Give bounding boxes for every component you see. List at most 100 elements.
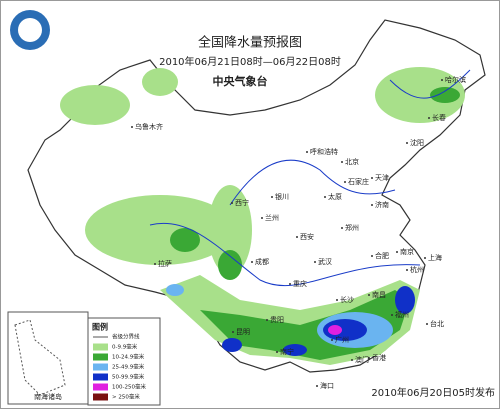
city-label: 拉萨 [158,259,172,268]
legend-label: 100-250毫米 [112,383,146,391]
period: 2010年06月21日08时—06月22日08时 [159,55,341,68]
rain-heavy [166,284,184,296]
city-label: 广州 [335,335,349,344]
city-label: 郑州 [345,224,359,232]
legend: 图例 省级分界线 0-9.9毫米 10-24.9毫米 25-49.9毫米 50-99.… [87,317,161,406]
city-dot [368,357,370,359]
rain-moderate [430,87,460,103]
city-label: 北京 [345,157,359,166]
legend-swatch [93,393,108,401]
city-label: 南昌 [372,290,386,299]
city-dot [428,117,430,119]
city-label: 西宁 [235,198,249,207]
city-dot [336,299,338,301]
city-dot [406,142,408,144]
city-label: 兰州 [265,213,279,222]
city-dot [324,196,326,198]
city-label: 长沙 [340,295,354,304]
city-label: 澳门 [355,355,369,364]
city-dot [231,202,233,204]
city-dot [296,236,298,238]
city-dot [289,283,291,285]
city-label: 天津 [375,174,389,182]
city-dot [341,161,343,163]
city-label: 海口 [320,381,334,390]
city-dot [331,339,333,341]
city-dot [396,251,398,253]
city-dot [154,263,156,265]
city-label: 沈阳 [410,138,424,147]
city-label: 石家庄 [348,177,369,186]
city-label: 济南 [375,200,389,209]
city-dot [406,269,408,271]
city-dot [371,204,373,206]
rain-storm [395,286,415,314]
inset-outline [14,319,66,396]
city-label: 合肥 [375,251,389,260]
city-label: 台北 [430,319,444,328]
legend-label: 50-99.9毫米 [112,373,145,381]
rivers [149,69,471,287]
rain-light [375,67,465,123]
city-dot [341,227,343,229]
city-dot [314,261,316,263]
city-label: 重庆 [293,279,307,288]
city-label: 太原 [328,192,342,201]
logo [10,10,50,50]
river [389,69,471,99]
agency: 中央气象台 [213,74,268,88]
legend-swatch [93,353,108,361]
city-dot [316,385,318,387]
rain-light [142,68,178,96]
city-dot [351,359,353,361]
legend-title: 图例 [92,322,108,332]
legend-boundary: 省级分界线 [112,333,140,341]
rain-storm [323,319,367,341]
city-dot [371,177,373,179]
city-label: 银川 [275,192,289,201]
city-label: 贵阳 [270,315,284,324]
city-label: 长春 [432,113,446,122]
rain-light [208,185,252,275]
legend-swatch [93,373,108,381]
city-dot [344,181,346,183]
city-dot [441,79,443,81]
city-dot [276,351,278,353]
river [229,159,396,206]
city-dot [261,217,263,219]
city-label: 南京 [400,247,414,256]
city-dot [424,257,426,259]
rain-light [60,85,130,125]
river [149,222,421,287]
rain-moderate [170,228,200,252]
city-label: 西安 [300,232,314,241]
city-dot [371,255,373,257]
city-label: 南宁 [280,347,294,356]
rain-storm [283,344,307,356]
city-label: 乌鲁木齐 [135,122,163,131]
inset-frame [7,311,89,405]
city-label: 香港 [372,353,386,362]
legend-swatch [93,343,108,351]
city-label: 福州 [395,310,409,319]
inset: 南海诸岛 [7,311,89,405]
rain-light [85,195,235,265]
rain-areas [60,67,465,365]
city-label: 哈尔滨 [445,75,466,84]
rain-storm [222,338,242,352]
logo-inner [18,18,42,42]
legend-label: 10-24.9毫米 [112,353,145,361]
legend-label: 25-49.9毫米 [112,363,145,371]
city-label: 武汉 [318,257,332,266]
city-label: 杭州 [410,265,424,274]
legend-swatch [93,383,108,391]
rain-severe [328,325,342,335]
city-dot [266,319,268,321]
rain-moderate [218,250,242,280]
legend-label: 0-9.9毫米 [112,343,138,351]
city-label: 昆明 [236,328,250,336]
city-dot [131,126,133,128]
issued: 2010年06月20日05时发布 [371,386,495,399]
city-dot [271,196,273,198]
